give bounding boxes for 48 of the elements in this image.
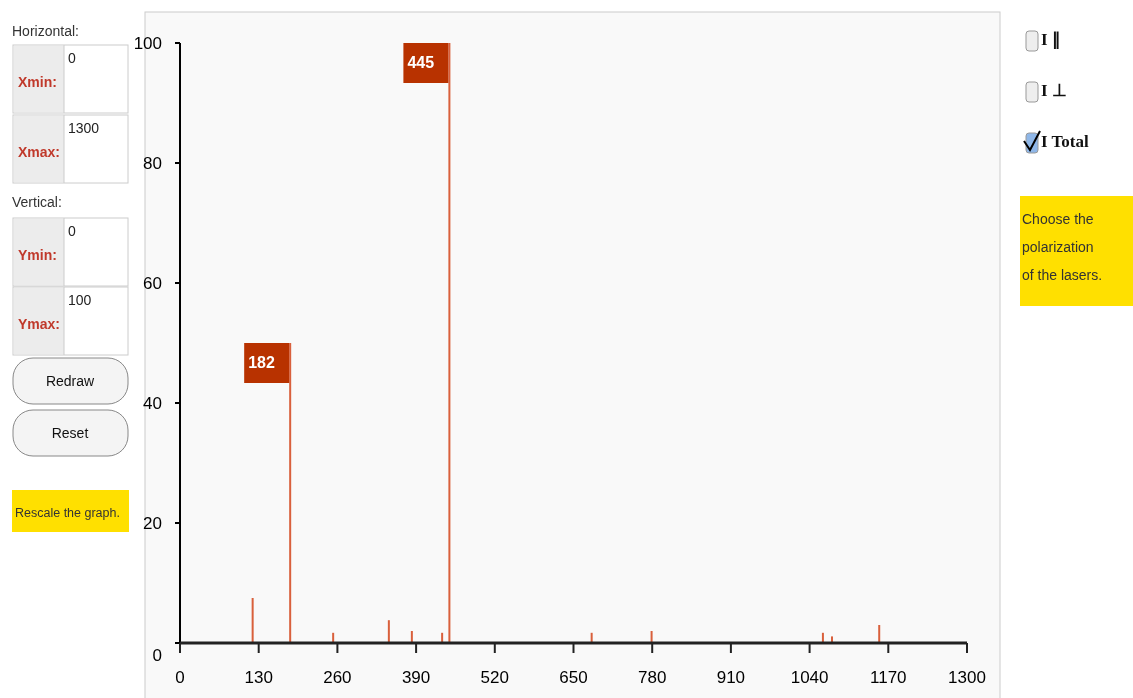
bar bbox=[387, 620, 390, 643]
text: I Total bbox=[1041, 132, 1089, 151]
text: Vertical: bbox=[12, 194, 62, 210]
x-tick-label: 0 bbox=[175, 668, 185, 687]
bar bbox=[441, 632, 444, 643]
bar bbox=[590, 632, 593, 643]
y-tick-label: 60 bbox=[143, 274, 162, 293]
text: Ymax: bbox=[18, 316, 61, 332]
x-tick-label: 910 bbox=[716, 668, 746, 687]
bar bbox=[251, 598, 254, 643]
x-tick-label: 1170 bbox=[870, 668, 907, 687]
text: Choose the polarization of the lasers. bbox=[1022, 211, 1103, 283]
text: I ∥ bbox=[1041, 30, 1061, 49]
text: Xmax: bbox=[18, 144, 61, 160]
x-tick-label: 1300 bbox=[948, 668, 986, 687]
x-tick-label: 520 bbox=[480, 668, 509, 687]
x-tick-label: 780 bbox=[638, 668, 667, 687]
text: 0 bbox=[68, 223, 76, 239]
y-tick-label: 40 bbox=[143, 394, 162, 413]
x-tick-label: 1040 bbox=[790, 668, 829, 687]
y-tick-label: 20 bbox=[143, 514, 162, 533]
text: Xmin: bbox=[18, 74, 57, 90]
text: Reset bbox=[51, 425, 89, 441]
bar bbox=[448, 43, 451, 643]
text: 100 bbox=[68, 292, 92, 308]
y-tick-label: 80 bbox=[143, 154, 162, 173]
bar bbox=[332, 632, 335, 643]
text: Redraw bbox=[45, 373, 96, 389]
text: Rescale the graph. bbox=[15, 506, 120, 520]
annotation: 445 bbox=[407, 54, 435, 71]
text: I ⊥ bbox=[1041, 81, 1067, 100]
text: Ymin: bbox=[18, 247, 57, 263]
bar bbox=[821, 632, 824, 643]
x-tick-label: 260 bbox=[323, 668, 352, 687]
y-tick-label: 0 bbox=[152, 646, 162, 665]
bar bbox=[878, 625, 881, 643]
bar bbox=[831, 636, 833, 643]
bar bbox=[289, 343, 292, 643]
x-tick-label: 130 bbox=[244, 668, 273, 687]
bar bbox=[410, 631, 413, 643]
x-tick-label: 390 bbox=[401, 668, 431, 687]
text: Horizontal: bbox=[12, 23, 79, 39]
text: 1300 bbox=[68, 120, 100, 136]
bar bbox=[650, 631, 653, 643]
text: 0 bbox=[68, 50, 76, 66]
x-tick-label: 650 bbox=[559, 668, 588, 687]
annotation: 182 bbox=[248, 354, 275, 371]
y-tick-label: 100 bbox=[133, 34, 162, 53]
